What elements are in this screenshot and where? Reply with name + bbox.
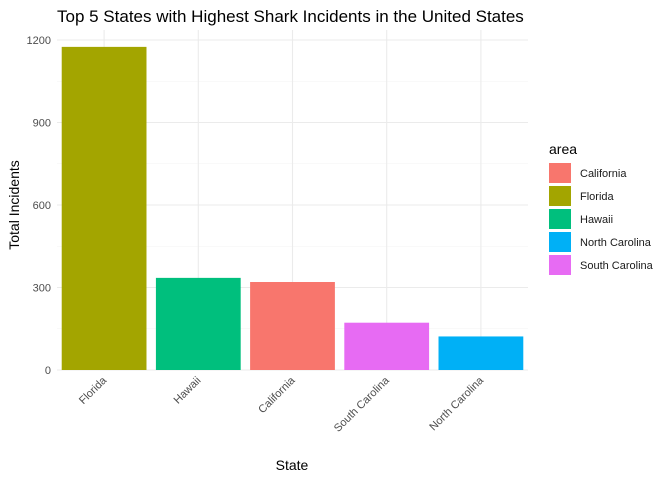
legend-label: California (580, 168, 627, 180)
x-tick-label: North Carolina (427, 374, 486, 433)
y-tick-label: 600 (33, 200, 51, 212)
bar-california (250, 282, 335, 370)
legend-swatch (549, 232, 571, 252)
x-tick-label: South Carolina (332, 374, 393, 435)
bars (61, 46, 524, 370)
legend-label: Hawaii (580, 214, 613, 226)
bar-florida (61, 46, 147, 370)
bar-hawaii (155, 277, 241, 370)
legend-swatch (549, 255, 571, 275)
y-tick-label: 300 (33, 283, 51, 295)
legend-label: North Carolina (580, 237, 652, 249)
legend-label: Florida (580, 191, 615, 203)
legend-swatch (549, 209, 571, 229)
legend-label: South Carolina (580, 260, 654, 272)
y-axis-title: Total Incidents (6, 160, 22, 250)
x-tick-label: Hawaii (172, 375, 204, 407)
x-axis-title: State (276, 457, 309, 473)
bar-south-carolina (344, 322, 430, 370)
legend-title: area (549, 141, 577, 157)
x-tick-label: Florida (77, 374, 110, 407)
y-tick-label: 0 (45, 365, 51, 377)
x-tick-label: California (256, 374, 298, 416)
y-tick-label: 900 (33, 118, 51, 130)
legend: area California Florida Hawaii North Caroli… (549, 141, 654, 275)
y-tick-label: 1200 (27, 35, 51, 47)
y-axis-ticks: 0 300 600 900 1200 (27, 35, 51, 377)
legend-swatch (549, 186, 571, 206)
x-axis-ticks: Florida Hawaii California South Carolina Nor… (77, 374, 487, 435)
bar-north-carolina (438, 336, 524, 370)
chart-title: Top 5 States with Highest Shark Incident… (57, 7, 524, 26)
legend-swatch (549, 163, 571, 183)
